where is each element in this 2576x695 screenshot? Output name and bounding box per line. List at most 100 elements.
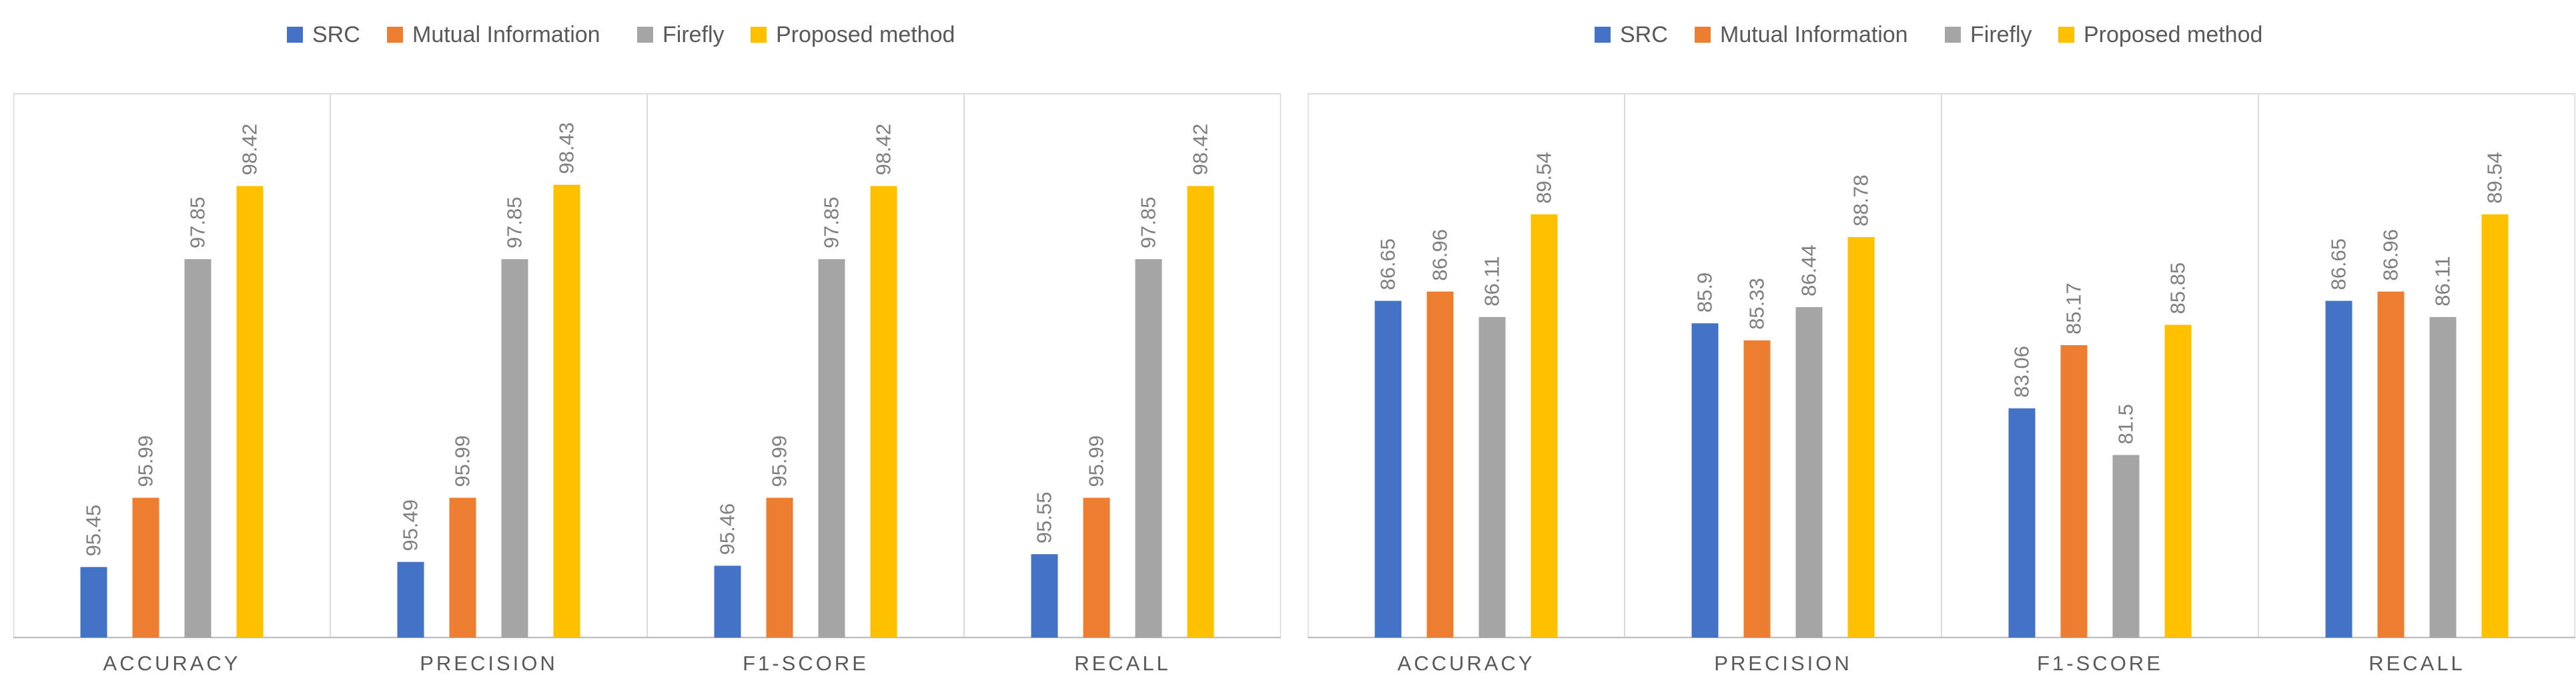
legend-label-src: SRC bbox=[1620, 21, 1668, 47]
bar-precision-mutual-information bbox=[449, 497, 476, 638]
bar-value-label: 86.65 bbox=[1376, 238, 1400, 290]
legend-label-firefly: Firefly bbox=[1970, 21, 2032, 47]
category-label-f1-score: F1-SCORE bbox=[743, 652, 869, 675]
bar-value-label: 89.54 bbox=[2483, 152, 2507, 204]
legend-swatch-mutual-information bbox=[387, 27, 403, 43]
bar-recall-proposed-method bbox=[1187, 186, 1214, 638]
bar-value-label: 97.85 bbox=[1137, 197, 1160, 249]
bar-value-label: 97.85 bbox=[820, 197, 843, 249]
legend-swatch-src bbox=[1595, 27, 1611, 43]
bar-value-label: 86.96 bbox=[1428, 229, 1452, 281]
bar-value-label: 97.85 bbox=[186, 197, 209, 249]
category-label-recall: RECALL bbox=[1074, 652, 1171, 675]
bar-f1-score-proposed-method bbox=[870, 186, 897, 638]
legend: SRC Mutual Information Firefly Proposed … bbox=[1308, 15, 2575, 55]
bar-accuracy-src bbox=[1374, 300, 1402, 638]
bar-accuracy-proposed-method bbox=[236, 186, 264, 638]
bar-value-label: 83.06 bbox=[2010, 346, 2034, 398]
bar-value-label: 97.85 bbox=[503, 197, 526, 249]
bar-f1-score-mutual-information bbox=[766, 497, 793, 638]
legend-label-mutual-information: Mutual Information bbox=[412, 21, 600, 47]
legend-item-proposed-method: Proposed method bbox=[2058, 15, 2262, 55]
bar-value-label: 95.99 bbox=[134, 435, 157, 487]
bar-f1-score-src bbox=[714, 565, 741, 638]
bar-value-label: 98.42 bbox=[238, 124, 262, 176]
bar-value-label: 95.45 bbox=[82, 505, 105, 557]
bar-f1-score-proposed-method bbox=[2164, 324, 2192, 638]
legend: SRC Mutual Information Firefly Proposed … bbox=[13, 15, 1281, 55]
bar-recall-src bbox=[2325, 300, 2352, 638]
bar-accuracy-firefly bbox=[184, 259, 211, 638]
bar-value-label: 98.42 bbox=[872, 124, 895, 176]
bar-value-label: 86.11 bbox=[1480, 256, 1504, 306]
bar-recall-mutual-information bbox=[2377, 291, 2405, 638]
bar-precision-src bbox=[397, 561, 424, 638]
bar-f1-score-src bbox=[2008, 408, 2036, 638]
category-label-f1-score: F1-SCORE bbox=[2037, 652, 2163, 675]
bar-value-label: 88.78 bbox=[1849, 175, 1873, 227]
bar-f1-score-firefly bbox=[818, 259, 845, 638]
bar-f1-score-firefly bbox=[2112, 455, 2140, 638]
bar-value-label: 86.96 bbox=[2379, 229, 2403, 281]
bar-precision-proposed-method bbox=[1847, 237, 1875, 638]
legend-swatch-firefly bbox=[637, 27, 653, 43]
legend-swatch-proposed-method bbox=[2058, 27, 2074, 43]
category-label-recall: RECALL bbox=[2369, 652, 2465, 675]
bar-precision-src bbox=[1691, 323, 1719, 638]
bar-precision-mutual-information bbox=[1743, 340, 1771, 638]
bar-value-label: 95.99 bbox=[451, 435, 474, 487]
legend-item-src: SRC bbox=[1595, 15, 1668, 55]
bar-value-label: 98.43 bbox=[555, 122, 578, 174]
legend-label-src: SRC bbox=[312, 21, 360, 47]
plot-area: 95.45 95.99 97.85 98.42 ACCURACY 95.49 95.99 97… bbox=[13, 93, 1281, 675]
bar-recall-firefly bbox=[1135, 259, 1162, 638]
bar-value-label: 86.44 bbox=[1797, 244, 1821, 296]
bar-recall-proposed-method bbox=[2481, 214, 2509, 638]
legend-label-proposed-method: Proposed method bbox=[776, 21, 955, 47]
bar-recall-src bbox=[1031, 554, 1058, 638]
bar-value-label: 95.99 bbox=[768, 435, 791, 487]
legend-item-mutual-information: Mutual Information bbox=[387, 15, 600, 55]
plot-area: 86.65 86.96 86.11 89.54 ACCURACY 85.9 85.33 86.… bbox=[1308, 93, 2575, 675]
category-label-precision: PRECISION bbox=[420, 652, 558, 675]
legend-label-firefly: Firefly bbox=[663, 21, 725, 47]
category-label-precision: PRECISION bbox=[1714, 652, 1852, 675]
bar-value-label: 89.54 bbox=[1533, 152, 1556, 204]
bar-f1-score-mutual-information bbox=[2060, 344, 2088, 638]
bar-value-label: 85.33 bbox=[1745, 278, 1769, 330]
legend-swatch-proposed-method bbox=[751, 27, 767, 43]
legend-swatch-src bbox=[287, 27, 303, 43]
bar-accuracy-mutual-information bbox=[132, 497, 159, 638]
bar-recall-mutual-information bbox=[1083, 497, 1110, 638]
legend-item-src: SRC bbox=[287, 15, 360, 55]
bar-value-label: 98.42 bbox=[1189, 124, 1212, 176]
bar-precision-firefly bbox=[501, 259, 528, 638]
legend-item-mutual-information: Mutual Information bbox=[1695, 15, 1908, 55]
bar-value-label: 81.5 bbox=[2114, 404, 2138, 444]
bar-accuracy-proposed-method bbox=[1531, 214, 1558, 638]
bar-precision-proposed-method bbox=[553, 184, 580, 638]
legend-swatch-firefly bbox=[1945, 27, 1961, 43]
bar-value-label: 95.55 bbox=[1033, 492, 1056, 544]
bar-value-label: 86.11 bbox=[2431, 256, 2455, 306]
chart-right: SRC Mutual Information Firefly Proposed … bbox=[1308, 0, 2575, 695]
legend-label-mutual-information: Mutual Information bbox=[1720, 21, 1908, 47]
bar-value-label: 85.85 bbox=[2166, 262, 2190, 314]
legend-label-proposed-method: Proposed method bbox=[2084, 21, 2263, 47]
bar-value-label: 95.49 bbox=[399, 499, 422, 551]
bar-value-label: 86.65 bbox=[2327, 238, 2350, 290]
bar-precision-firefly bbox=[1795, 307, 1823, 638]
bar-value-label: 85.9 bbox=[1693, 272, 1717, 312]
bar-accuracy-src bbox=[80, 567, 107, 638]
bar-value-label: 95.46 bbox=[716, 503, 739, 555]
legend-swatch-mutual-information bbox=[1695, 27, 1711, 43]
legend-item-proposed-method: Proposed method bbox=[751, 15, 955, 55]
bar-accuracy-mutual-information bbox=[1426, 291, 1454, 638]
category-label-accuracy: ACCURACY bbox=[103, 652, 241, 675]
bar-recall-firefly bbox=[2429, 316, 2457, 638]
bar-value-label: 95.99 bbox=[1085, 435, 1108, 487]
category-label-accuracy: ACCURACY bbox=[1398, 652, 1535, 675]
bar-accuracy-firefly bbox=[1478, 316, 1506, 638]
legend-item-firefly: Firefly bbox=[1945, 15, 2032, 55]
bar-value-label: 85.17 bbox=[2062, 282, 2086, 334]
